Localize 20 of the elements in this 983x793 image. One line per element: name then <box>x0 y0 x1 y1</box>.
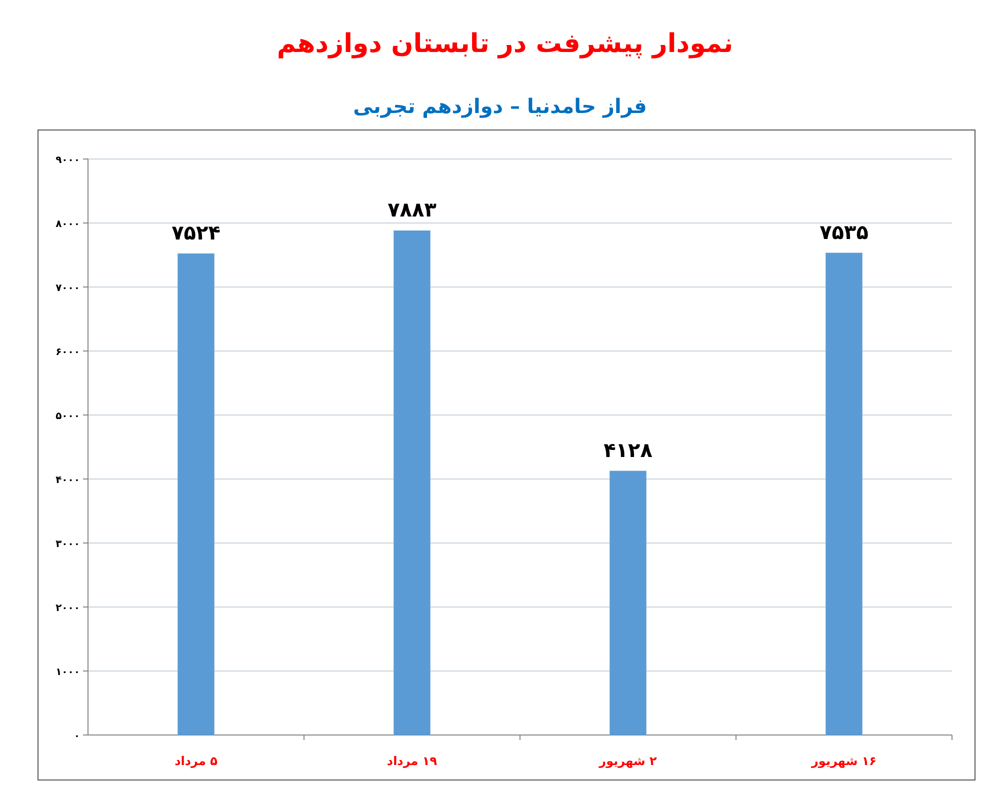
y-tick-label: ۸۰۰۰ <box>56 219 80 230</box>
y-tick-label: ۴۰۰۰ <box>56 475 80 486</box>
x-tick-label: ۵ مرداد <box>174 754 218 768</box>
y-tick-label: ۲۰۰۰ <box>56 603 80 614</box>
y-tick-label: ۳۰۰۰ <box>56 539 80 550</box>
data-label: ۷۵۲۴ <box>172 220 220 244</box>
x-tick-label: ۱۹ مرداد <box>386 754 438 768</box>
y-tick-label: ۰ <box>74 731 80 742</box>
subtitle: فراز حامدنیا – دوازدهم تجربی <box>353 94 647 118</box>
x-tick-label: ۲ شهریور <box>598 754 658 768</box>
y-tick-label: ۷۰۰۰ <box>56 283 80 294</box>
y-tick-label: ۹۰۰۰ <box>56 155 80 166</box>
y-tick-label: ۱۰۰۰ <box>56 667 80 678</box>
y-tick-label: ۶۰۰۰ <box>56 347 80 358</box>
y-tick-label: ۵۰۰۰ <box>56 411 80 422</box>
data-label: ۷۸۸۳ <box>388 197 436 222</box>
data-label: ۷۵۳۵ <box>820 220 868 244</box>
data-label: ۴۱۲۸ <box>604 438 652 462</box>
title: نمودار پیشرفت در تابستان دوازدهم <box>276 29 734 59</box>
x-tick-label: ۱۶ شهریور <box>810 754 876 768</box>
